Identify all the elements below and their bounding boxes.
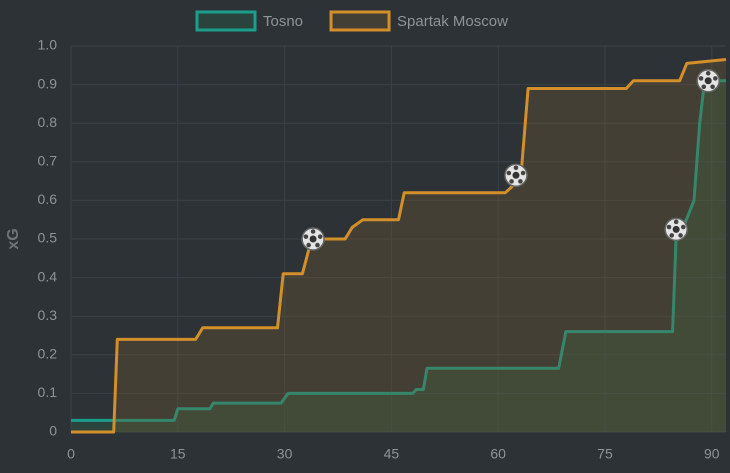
goal-ball-patch [704,77,712,85]
goal-ball-patch [678,233,683,238]
series-area [71,80,726,432]
y-tick-label: 1.0 [38,37,58,53]
goal-ball-patch [673,219,679,225]
y-tick-label: 0.8 [38,114,58,130]
series-line [71,58,727,434]
goal-ball-patch [705,70,711,76]
y-axis-label: xG [5,228,22,249]
goal-ball-patch [698,76,704,81]
x-tick-label: 45 [384,446,400,462]
goal-ball-patch [713,76,718,81]
goal-ball-patch [310,229,316,234]
goal-ball-patch [701,84,707,90]
goal-ball-patch [669,233,675,238]
y-tick-label: 0.9 [38,75,58,91]
goal-ball-patch [672,225,680,233]
goal-ball-patch [680,224,686,230]
y-tick-label: 0.7 [38,153,58,169]
x-tick-label: 75 [597,446,613,462]
goal-marker [696,68,720,93]
x-tick-label: 60 [490,446,506,462]
series-line [71,79,726,422]
y-tick-label: 0.6 [38,191,58,207]
goal-ball-patch [315,242,320,248]
goal-ball-patch [518,179,523,184]
x-tick-label: 15 [170,446,186,462]
y-tick-label: 0.4 [38,268,58,284]
goal-ball-patch [306,242,311,248]
goal-ball-patch [303,234,309,239]
x-tick-label: 90 [704,446,720,462]
y-tick-label: 0.3 [38,307,58,323]
goal-ball-patch [666,224,672,230]
goal-ball-patch [512,171,520,179]
goal-ball-patch [317,234,323,239]
goal-ball-patch [520,170,526,176]
y-tick-label: 0.5 [38,230,58,246]
goal-ball-patch [506,170,512,176]
goal-ball-patch [513,165,519,171]
x-tick-label: 30 [277,446,293,462]
y-tick-label: 0.1 [38,384,58,400]
goal-ball-patch [509,179,514,184]
goal-ball-patch [710,84,715,90]
legend-label: Tosno [263,13,303,30]
goal-marker [301,227,325,251]
y-tick-label: 0 [49,423,57,439]
legend-label: Spartak Moscow [397,13,508,30]
legend-swatch [329,10,391,32]
y-tick-label: 0.2 [38,346,58,362]
legend-swatch [195,10,257,32]
goal-ball-patch [309,235,317,243]
series-area [71,59,726,432]
x-tick-label: 0 [67,446,75,462]
goal-marker [664,217,688,242]
goal-marker [504,163,528,188]
